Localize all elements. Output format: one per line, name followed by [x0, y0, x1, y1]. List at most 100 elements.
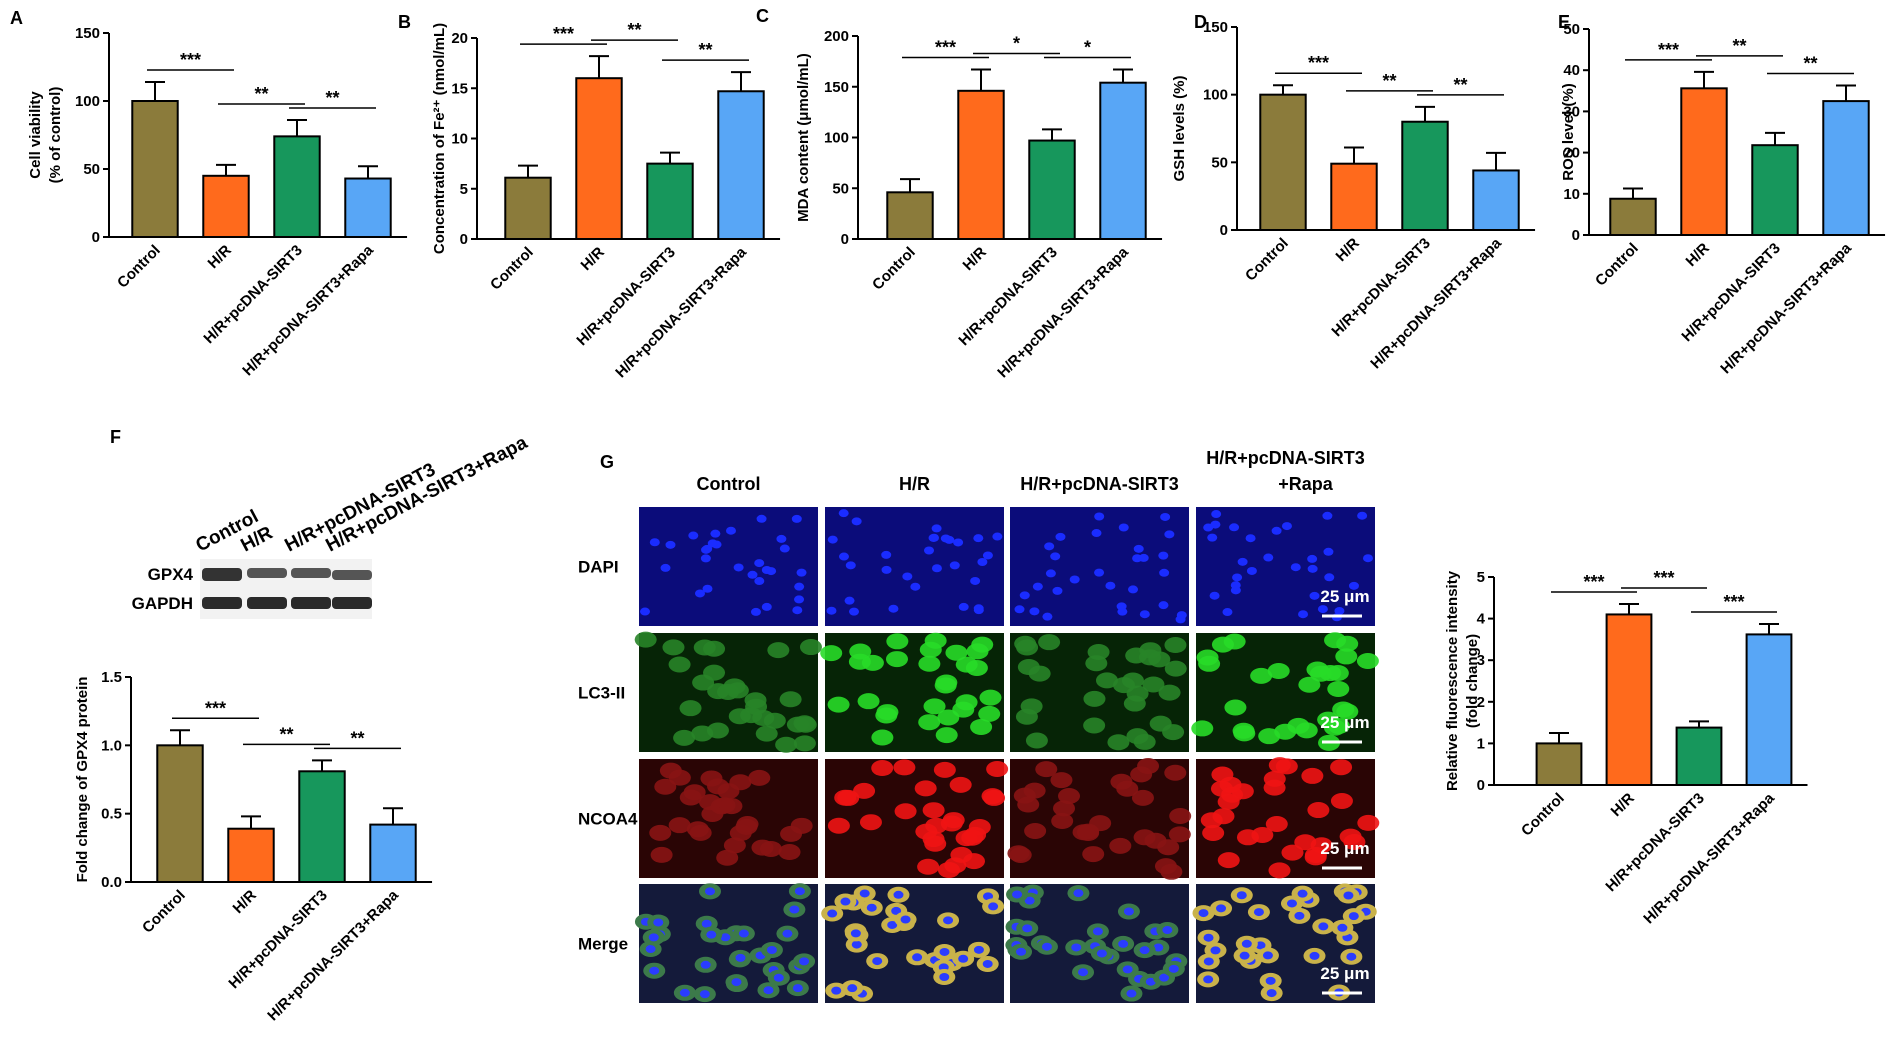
cell [886, 633, 909, 650]
bar [1472, 169, 1520, 232]
cell [971, 636, 994, 653]
cell [702, 584, 713, 593]
x-tick-label: Control [1592, 240, 1642, 290]
bar [1609, 197, 1657, 237]
significance-label: ** [1732, 36, 1746, 56]
nucleus [1216, 904, 1227, 913]
cell [1051, 813, 1074, 830]
cell [953, 538, 964, 547]
bar [1605, 613, 1653, 786]
y-tick-label: 2 [1477, 694, 1485, 711]
cell [1107, 734, 1130, 751]
nucleus [766, 945, 777, 954]
nucleus [1126, 989, 1137, 998]
cell [983, 789, 1006, 806]
cell [710, 529, 721, 538]
cell [1233, 725, 1256, 742]
significance-label: *** [1308, 53, 1329, 73]
column-label: H/R [899, 474, 930, 494]
cell [933, 761, 956, 778]
cell [861, 654, 884, 671]
x-tick-label: Control [487, 244, 537, 294]
nucleus [1041, 942, 1052, 951]
scale-bar-label: 25 μm [1320, 964, 1369, 983]
cell [673, 729, 696, 746]
significance-label: ** [325, 88, 339, 108]
cell [1168, 826, 1191, 843]
cell [766, 567, 777, 576]
cell [1091, 529, 1102, 538]
x-tick-label: H/R+pcDNA-SIRT3+Rapa [1640, 789, 1778, 927]
cell [1164, 637, 1187, 654]
cell [779, 691, 802, 708]
cell [1164, 660, 1187, 677]
nucleus [789, 905, 800, 914]
nucleus [1203, 975, 1214, 984]
significance-label: ** [1382, 71, 1396, 91]
cell [915, 823, 938, 840]
nucleus [773, 973, 784, 982]
y-tick-label: 4 [1477, 611, 1486, 628]
cell [1131, 789, 1154, 806]
significance-label: ** [1453, 75, 1467, 95]
nucleus [799, 957, 810, 966]
nucleus [1016, 947, 1027, 956]
cell [1335, 648, 1358, 665]
y-tick-label: 0 [460, 231, 468, 248]
blot-band [332, 570, 372, 580]
cell [779, 544, 790, 553]
cell [945, 644, 968, 661]
cell [1023, 782, 1046, 799]
cell [849, 607, 860, 616]
cell [1175, 615, 1186, 624]
bar [1675, 726, 1723, 786]
cell [1357, 511, 1368, 520]
y-tick-label: 50 [1563, 21, 1580, 38]
cell [942, 812, 965, 829]
cell [1310, 837, 1333, 854]
cell [1223, 633, 1246, 650]
cell [885, 651, 908, 668]
cell [888, 604, 899, 613]
cell [931, 524, 942, 533]
cell [935, 727, 958, 744]
panel-label: B [398, 12, 411, 32]
cell [1158, 601, 1169, 610]
cell [949, 561, 960, 570]
cell [849, 643, 872, 660]
nucleus [792, 984, 803, 993]
cell [931, 564, 942, 573]
significance-label: ** [254, 84, 268, 104]
cell [1158, 551, 1169, 560]
cell [1130, 766, 1153, 783]
x-tick-label: H/R+pcDNA-SIRT3+Rapa [1717, 239, 1855, 377]
blot-lane-label: H/R+pcDNA-SIRT3+Rapa [322, 432, 531, 556]
nucleus [1337, 923, 1348, 932]
cell [1330, 792, 1353, 809]
cell [1271, 526, 1282, 535]
cell [917, 858, 940, 875]
bar [886, 191, 934, 240]
cell [918, 655, 941, 672]
cell [1357, 814, 1380, 831]
significance-label: *** [1583, 572, 1604, 592]
cell [688, 531, 699, 540]
bar [646, 162, 694, 240]
cell [826, 606, 837, 615]
bar [1330, 162, 1378, 231]
y-tick-label: 0.5 [101, 806, 122, 823]
nucleus [1092, 927, 1103, 936]
nucleus [1262, 951, 1273, 960]
nucleus [1096, 949, 1107, 958]
y-tick-label: 10 [1563, 186, 1580, 203]
cell [1109, 837, 1132, 854]
cell [1307, 802, 1330, 819]
nucleus [1162, 926, 1173, 935]
significance-label: *** [935, 37, 956, 57]
cell [679, 789, 702, 806]
y-axis-label: Concentration of Fe²⁺ (nmol/mL) [431, 23, 448, 254]
cell [923, 698, 946, 715]
x-tick-label: Control [869, 244, 919, 294]
nucleus [1348, 912, 1359, 921]
cell [871, 760, 894, 777]
